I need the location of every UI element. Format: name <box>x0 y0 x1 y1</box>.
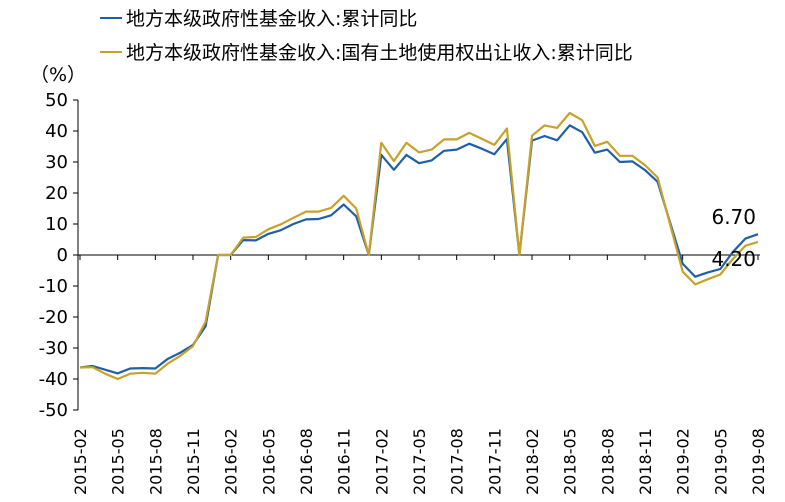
x-tick-label: 2017-05 <box>410 428 429 495</box>
x-tick-label: 2018-08 <box>598 428 617 495</box>
x-tick-label: 2015-11 <box>184 428 203 495</box>
y-tick-label: 0 <box>57 245 68 266</box>
legend-label-2: 地方本级政府性基金收入:国有土地使用权出让收入:累计同比 <box>126 42 633 64</box>
y-tick-label: -20 <box>39 307 68 328</box>
x-tick-label: 2015-08 <box>146 428 165 495</box>
x-tick-label: 2015-02 <box>71 428 90 495</box>
x-tick-label: 2017-02 <box>372 428 391 495</box>
y-axis-unit-label: （%） <box>30 64 87 86</box>
x-tick-label: 2019-05 <box>711 428 730 495</box>
x-tick-label: 2019-08 <box>749 428 768 495</box>
x-tick-label: 2019-02 <box>674 428 693 495</box>
x-tick-label: 2017-08 <box>448 428 467 495</box>
end-value-label-series-2: 4.20 <box>711 247 756 271</box>
y-tick-label: -40 <box>39 369 68 390</box>
end-value-label-series-1: 6.70 <box>711 205 756 229</box>
series-line-2 <box>79 111 759 381</box>
legend-item-1: 地方本级政府性基金收入:累计同比 <box>100 4 417 31</box>
x-tick-label: 2015-05 <box>109 428 128 495</box>
legend-label-1: 地方本级政府性基金收入:累计同比 <box>126 8 418 30</box>
x-tick-label: 2018-11 <box>636 428 655 495</box>
x-tick-label: 2018-05 <box>561 428 580 495</box>
x-tick-label: 2017-11 <box>485 428 504 495</box>
x-tick-label: 2016-02 <box>222 428 241 495</box>
y-tick-label: -50 <box>39 400 68 421</box>
legend-swatch-1 <box>100 16 122 19</box>
y-tick-label: 40 <box>45 121 68 142</box>
x-tick-label: 2016-11 <box>335 428 354 495</box>
legend-swatch-2 <box>100 50 122 53</box>
series-line-1 <box>79 124 759 375</box>
x-tick-label: 2016-08 <box>297 428 316 495</box>
x-tick-label: 2018-02 <box>523 428 542 495</box>
legend-item-2: 地方本级政府性基金收入:国有土地使用权出让收入:累计同比 <box>100 38 633 65</box>
y-tick-label: -10 <box>39 276 68 297</box>
y-tick-label: -30 <box>39 338 68 359</box>
y-tick-label: 10 <box>45 214 68 235</box>
y-tick-label: 50 <box>45 90 68 111</box>
y-tick-label: 30 <box>45 152 68 173</box>
y-tick-label: 20 <box>45 183 68 204</box>
x-tick-label: 2016-05 <box>259 428 278 495</box>
